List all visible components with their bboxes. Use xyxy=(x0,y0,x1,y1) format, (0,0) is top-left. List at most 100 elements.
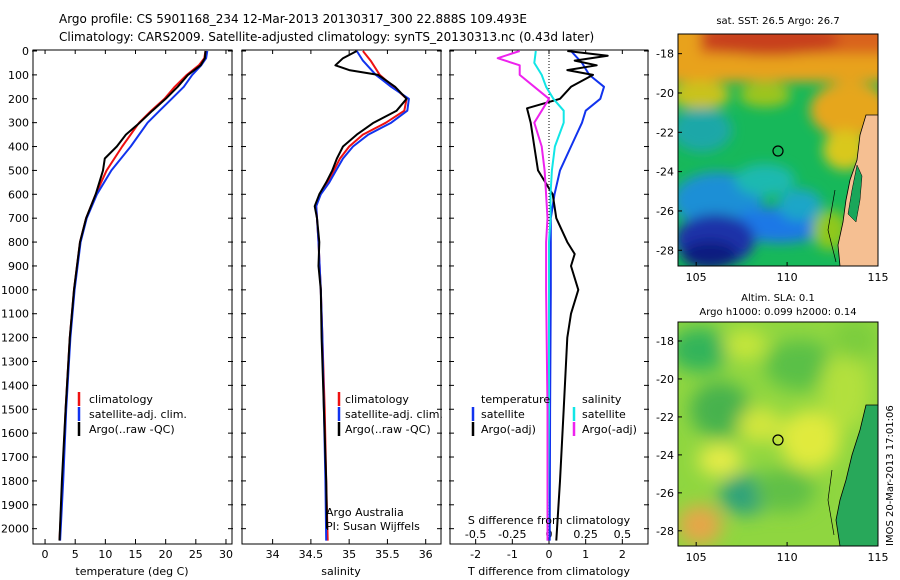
x-tick-label: 35 xyxy=(342,548,356,561)
y-tick-label: 200 xyxy=(8,93,29,106)
x-tick-label: 25 xyxy=(189,548,203,561)
series-line-t-satellite xyxy=(548,50,605,541)
map-x-tick-label: 105 xyxy=(686,551,707,564)
map-y-tick-label: -22 xyxy=(656,126,674,139)
x-tick-label: 5 xyxy=(72,548,79,561)
legend-t-argo-label: Argo(-adj) xyxy=(481,423,536,436)
map-x-tick-label: 110 xyxy=(777,271,798,284)
y-tick-label: 1300 xyxy=(1,355,29,368)
y-tick-label: 100 xyxy=(8,69,29,82)
legend-climatology-label: climatology xyxy=(345,393,409,406)
map-y-tick-label: -26 xyxy=(656,205,674,218)
map-y-tick-label: -18 xyxy=(656,335,674,348)
x-tick-label: -2 xyxy=(470,548,481,561)
series-line-argo-raw-qc- xyxy=(313,50,408,529)
figure-title-line2: Climatology: CARS2009. Satellite-adjuste… xyxy=(59,30,594,44)
sla-map-panel: Altim. SLA: 0.1 Argo h1000: 0.099 h2000:… xyxy=(656,293,888,564)
map-x-tick-label: 110 xyxy=(777,551,798,564)
sla-map-title-line1: Altim. SLA: 0.1 xyxy=(741,293,815,304)
series-line-t-argo-adj- xyxy=(526,50,609,541)
salinity-xlabel: salinity xyxy=(321,565,361,578)
series-line-s-argo-adj- xyxy=(496,50,550,541)
x-tick-label: 20 xyxy=(159,548,173,561)
map-x-tick-label: 115 xyxy=(868,271,889,284)
x-tick-label: 35.5 xyxy=(375,548,400,561)
map-y-tick-label: -28 xyxy=(656,525,674,538)
legend-argo-label: Argo(..raw -QC) xyxy=(345,423,431,436)
sst-map-title: sat. SST: 26.5 Argo: 26.7 xyxy=(716,16,839,27)
x-tick-label: 1 xyxy=(582,548,589,561)
salinity-axes xyxy=(241,49,442,545)
legend-temperature-heading: temperature xyxy=(481,393,550,406)
map-x-tick-label: 105 xyxy=(686,271,707,284)
sst-field xyxy=(678,34,878,266)
y-tick-label: 1100 xyxy=(1,308,29,321)
y-tick-label: 1800 xyxy=(1,475,29,488)
y-tick-label: 1000 xyxy=(1,284,29,297)
figure-title-line1: Argo profile: CS 5901168_234 12-Mar-2013… xyxy=(59,12,527,26)
annotation-argo-australia: Argo Australia xyxy=(326,506,404,519)
map-y-tick-label: -26 xyxy=(656,487,674,500)
y-tick-label: 500 xyxy=(8,164,29,177)
legend-salinity-heading: salinity xyxy=(582,393,622,406)
x-tick-label: -1 xyxy=(507,548,518,561)
series-line-argo-raw-qc- xyxy=(58,50,207,541)
legend-s-satellite-label: satellite xyxy=(582,408,626,421)
x-tick-label: 2 xyxy=(619,548,626,561)
sst-map-panel: sat. SST: 26.5 Argo: 26.7 xyxy=(656,16,889,284)
x-tick-label: 34.5 xyxy=(299,548,324,561)
y-tick-label: 0 xyxy=(22,45,29,58)
sla-argo-location-marker xyxy=(772,434,784,446)
map-y-tick-label: -28 xyxy=(656,244,674,257)
s-tick-label: 0.25 xyxy=(573,528,598,541)
difference-legend: temperature satellite Argo(-adj) salinit… xyxy=(471,393,637,436)
imos-timestamp-watermark: IMOS 20-Mar-2013 17:01:06 xyxy=(885,405,896,546)
y-tick-label: 700 xyxy=(8,212,29,225)
temperature-xlabel: temperature (deg C) xyxy=(75,565,188,578)
legend-t-satellite-label: satellite xyxy=(481,408,525,421)
s-tick-label: -0.25 xyxy=(498,528,526,541)
y-tick-label: 800 xyxy=(8,236,29,249)
map-y-tick-label: -18 xyxy=(656,48,674,61)
salinity-legend: climatology satellite-adj. clim. Argo(..… xyxy=(337,392,443,436)
sla-field xyxy=(678,322,878,546)
annotation-pi: PI: Susan Wijffels xyxy=(326,520,420,533)
sst-map-frame xyxy=(677,33,879,267)
map-y-tick-label: -20 xyxy=(656,373,674,386)
map-y-tick-label: -22 xyxy=(656,411,674,424)
map-y-tick-label: -24 xyxy=(656,166,674,179)
y-tick-label: 400 xyxy=(8,141,29,154)
map-x-tick-label: 115 xyxy=(868,551,889,564)
legend-argo-label: Argo(..raw -QC) xyxy=(89,423,175,436)
legend-s-argo-label: Argo(-adj) xyxy=(582,423,637,436)
x-tick-label: 0 xyxy=(546,548,553,561)
y-tick-label: 1200 xyxy=(1,332,29,345)
x-tick-label: 36 xyxy=(419,548,433,561)
legend-satellite-label: satellite-adj. clim. xyxy=(89,408,187,421)
y-tick-label: 900 xyxy=(8,260,29,273)
x-tick-label: 10 xyxy=(98,548,112,561)
s-difference-label: S difference from climatology xyxy=(468,514,631,527)
y-tick-label: 2000 xyxy=(1,523,29,536)
x-tick-label: 15 xyxy=(129,548,143,561)
y-tick-label: 300 xyxy=(8,117,29,130)
temperature-panel: 0 5 10 15 20 25 300100200300400500600700800900… xyxy=(1,45,233,578)
map-y-tick-label: -24 xyxy=(656,449,674,462)
sla-map-frame xyxy=(677,321,879,547)
x-tick-label: 0 xyxy=(42,548,49,561)
series-line-s-satellite xyxy=(533,50,565,541)
salinity-panel: 34 34.5 35 35.5 36 salinity climatology sate… xyxy=(241,49,443,578)
y-tick-label: 1700 xyxy=(1,451,29,464)
difference-panel: -2 -1 0 1 2-0.5 -0.25 0 0.25 0.5 T difference fr… xyxy=(449,49,649,578)
temperature-legend: climatology satellite-adj. clim. Argo(..… xyxy=(77,392,187,436)
legend-satellite-label: satellite-adj. clim. xyxy=(345,408,443,421)
x-tick-label: 34 xyxy=(266,548,280,561)
map-y-tick-label: -20 xyxy=(656,87,674,100)
s-tick-label: 0.5 xyxy=(614,528,632,541)
s-tick-label: -0.5 xyxy=(465,528,486,541)
x-tick-label: 30 xyxy=(219,548,233,561)
t-difference-xlabel: T difference from climatology xyxy=(467,565,630,578)
y-tick-label: 1500 xyxy=(1,403,29,416)
y-tick-label: 1600 xyxy=(1,427,29,440)
